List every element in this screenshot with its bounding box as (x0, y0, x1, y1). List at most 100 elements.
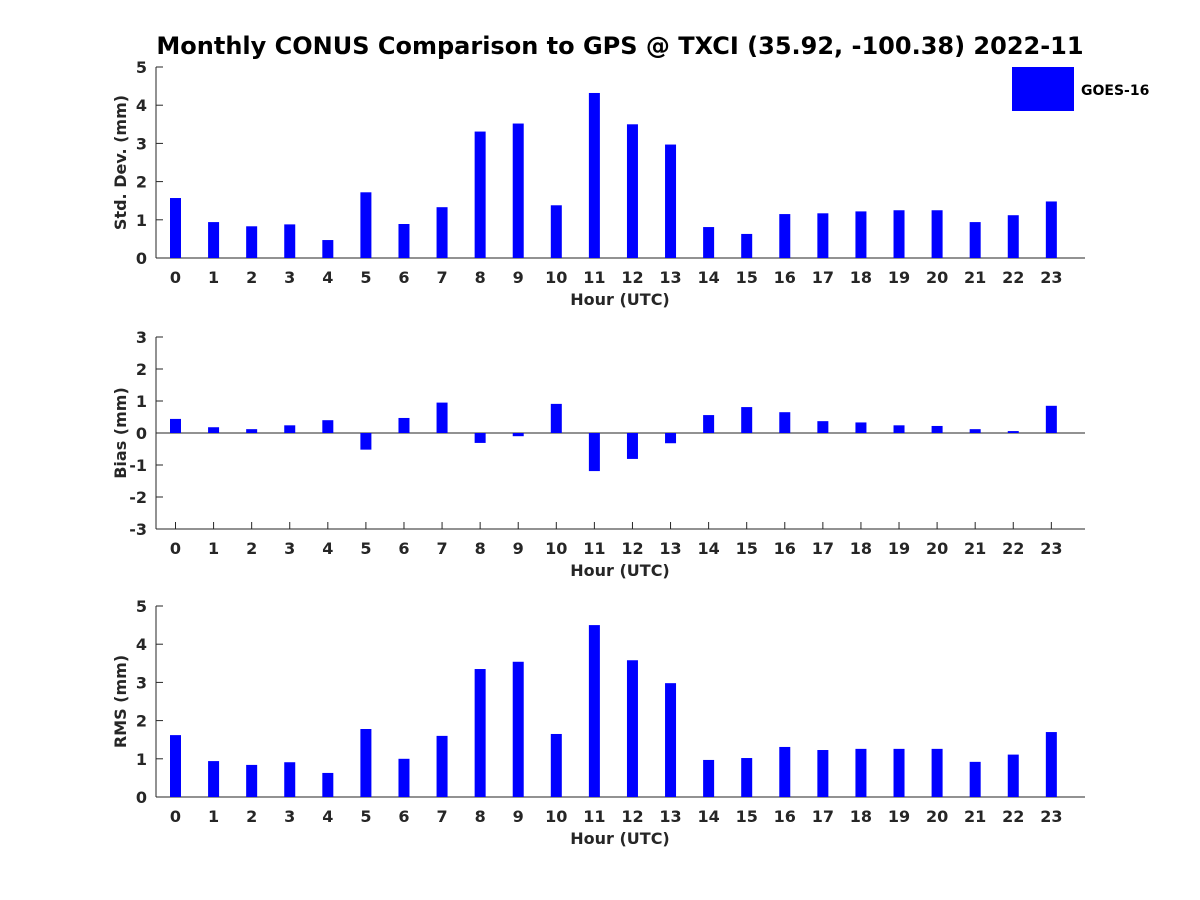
std-dev-x-tick-label: 23 (1040, 268, 1062, 287)
std-dev-x-tick-label: 17 (812, 268, 834, 287)
bias-x-tick-label: 6 (398, 539, 409, 558)
bias-bar-hour-19 (893, 425, 905, 433)
bias-bar-hour-5 (360, 433, 372, 450)
std-dev-bar-hour-21 (969, 222, 981, 258)
bias-y-tick-label: -1 (129, 456, 147, 475)
rms-x-axis-label: Hour (UTC) (570, 829, 670, 848)
std-dev-x-tick-label: 13 (659, 268, 681, 287)
bias-bar-hour-18 (855, 422, 867, 433)
bias-y-tick-label: -3 (129, 520, 147, 539)
bias-bar-hour-9 (512, 433, 524, 437)
std-dev-x-tick-label: 1 (208, 268, 219, 287)
bias-y-axis-label: Bias (mm) (111, 387, 130, 479)
std-dev-bar-hour-19 (893, 210, 905, 258)
rms-bar-hour-1 (208, 761, 220, 797)
rms-x-tick-label: 6 (398, 807, 409, 826)
rms-x-tick-label: 13 (659, 807, 681, 826)
std-dev-bar-hour-22 (1007, 215, 1019, 258)
rms-x-tick-label: 14 (697, 807, 719, 826)
bias-bar-hour-16 (779, 412, 791, 433)
bias-bar-hour-1 (208, 427, 220, 433)
rms-bar-hour-23 (1045, 732, 1057, 797)
bias-x-tick-label: 18 (850, 539, 872, 558)
std-dev-x-tick-label: 10 (545, 268, 567, 287)
rms-x-tick-label: 19 (888, 807, 910, 826)
rms-x-tick-label: 9 (513, 807, 524, 826)
bias-x-tick-label: 16 (774, 539, 796, 558)
bias-x-axis-label: Hour (UTC) (570, 561, 670, 580)
std-dev-bar-hour-3 (284, 224, 296, 258)
bias-y-tick-label: 2 (136, 360, 147, 379)
std-dev-bar-hour-6 (398, 224, 410, 258)
bias-x-tick-label: 0 (170, 539, 181, 558)
std-dev-x-tick-label: 7 (436, 268, 447, 287)
bias-x-tick-label: 4 (322, 539, 333, 558)
bias-y-tick-label: 3 (136, 328, 147, 347)
rms-x-tick-label: 3 (284, 807, 295, 826)
rms-bar-hour-15 (741, 758, 753, 797)
bias-x-tick-label: 19 (888, 539, 910, 558)
std-dev-bar-hour-18 (855, 211, 867, 258)
bias-bar-hour-0 (170, 418, 181, 433)
std-dev-x-tick-label: 0 (170, 268, 181, 287)
bias-bar-hour-7 (436, 402, 448, 433)
rms-bar-hour-17 (817, 750, 829, 797)
std-dev-bar-hour-0 (170, 198, 181, 258)
rms-x-tick-label: 1 (208, 807, 219, 826)
std-dev-x-tick-label: 22 (1002, 268, 1024, 287)
rms-x-tick-label: 4 (322, 807, 333, 826)
std-dev-bar-hour-8 (474, 131, 486, 258)
rms-y-tick-label: 3 (136, 673, 147, 692)
rms-bar-hour-22 (1007, 754, 1019, 797)
bias-bar-hour-23 (1045, 405, 1057, 433)
bias-x-tick-label: 21 (964, 539, 986, 558)
legend: GOES-16 (1012, 67, 1149, 111)
bias-x-tick-label: 17 (812, 539, 834, 558)
rms-x-tick-label: 17 (812, 807, 834, 826)
bias-bar-hour-15 (741, 407, 753, 433)
std-dev-bar-hour-12 (626, 124, 638, 258)
std-dev-x-tick-label: 14 (697, 268, 719, 287)
std-dev-x-tick-label: 16 (774, 268, 796, 287)
std-dev-bar-hour-13 (665, 144, 677, 258)
bias-bar-hour-13 (665, 433, 677, 444)
std-dev-x-tick-label: 18 (850, 268, 872, 287)
rms-y-tick-label: 4 (136, 635, 147, 654)
bias-x-tick-label: 20 (926, 539, 948, 558)
bias-bar-hour-12 (626, 433, 638, 459)
bias-bar-hour-11 (588, 433, 600, 472)
bias-x-tick-label: 12 (621, 539, 643, 558)
bias-x-tick-label: 14 (697, 539, 719, 558)
rms-x-tick-label: 21 (964, 807, 986, 826)
rms-bar-hour-7 (436, 735, 448, 797)
std-dev-y-tick-label: 0 (136, 249, 147, 268)
rms-bar-hour-13 (665, 683, 677, 797)
rms-x-tick-label: 18 (850, 807, 872, 826)
rms-x-tick-label: 16 (774, 807, 796, 826)
rms-y-tick-label: 2 (136, 712, 147, 731)
bias-bar-hour-22 (1007, 431, 1019, 433)
rms-bar-hour-11 (588, 625, 600, 797)
bias-x-tick-label: 3 (284, 539, 295, 558)
std-dev-bar-hour-16 (779, 214, 791, 258)
bias-y-tick-label: -2 (129, 488, 147, 507)
rms-x-tick-label: 22 (1002, 807, 1024, 826)
rms-bar-hour-12 (626, 660, 638, 797)
rms-x-tick-label: 15 (736, 807, 758, 826)
bias-bar-hour-17 (817, 421, 829, 433)
std-dev-y-axis-label: Std. Dev. (mm) (111, 95, 130, 230)
bias-x-tick-label: 7 (436, 539, 447, 558)
std-dev-bar-hour-23 (1045, 201, 1057, 258)
rms-x-tick-label: 23 (1040, 807, 1062, 826)
std-dev-x-tick-label: 20 (926, 268, 948, 287)
rms-bar-hour-19 (893, 748, 905, 797)
bias-y-tick-label: 0 (136, 424, 147, 443)
std-dev-bar-hour-2 (246, 226, 258, 258)
std-dev-x-tick-label: 21 (964, 268, 986, 287)
rms-x-tick-label: 7 (436, 807, 447, 826)
rms-bar-hour-16 (779, 746, 791, 797)
std-dev-y-tick-label: 5 (136, 58, 147, 77)
rms-x-tick-label: 5 (360, 807, 371, 826)
